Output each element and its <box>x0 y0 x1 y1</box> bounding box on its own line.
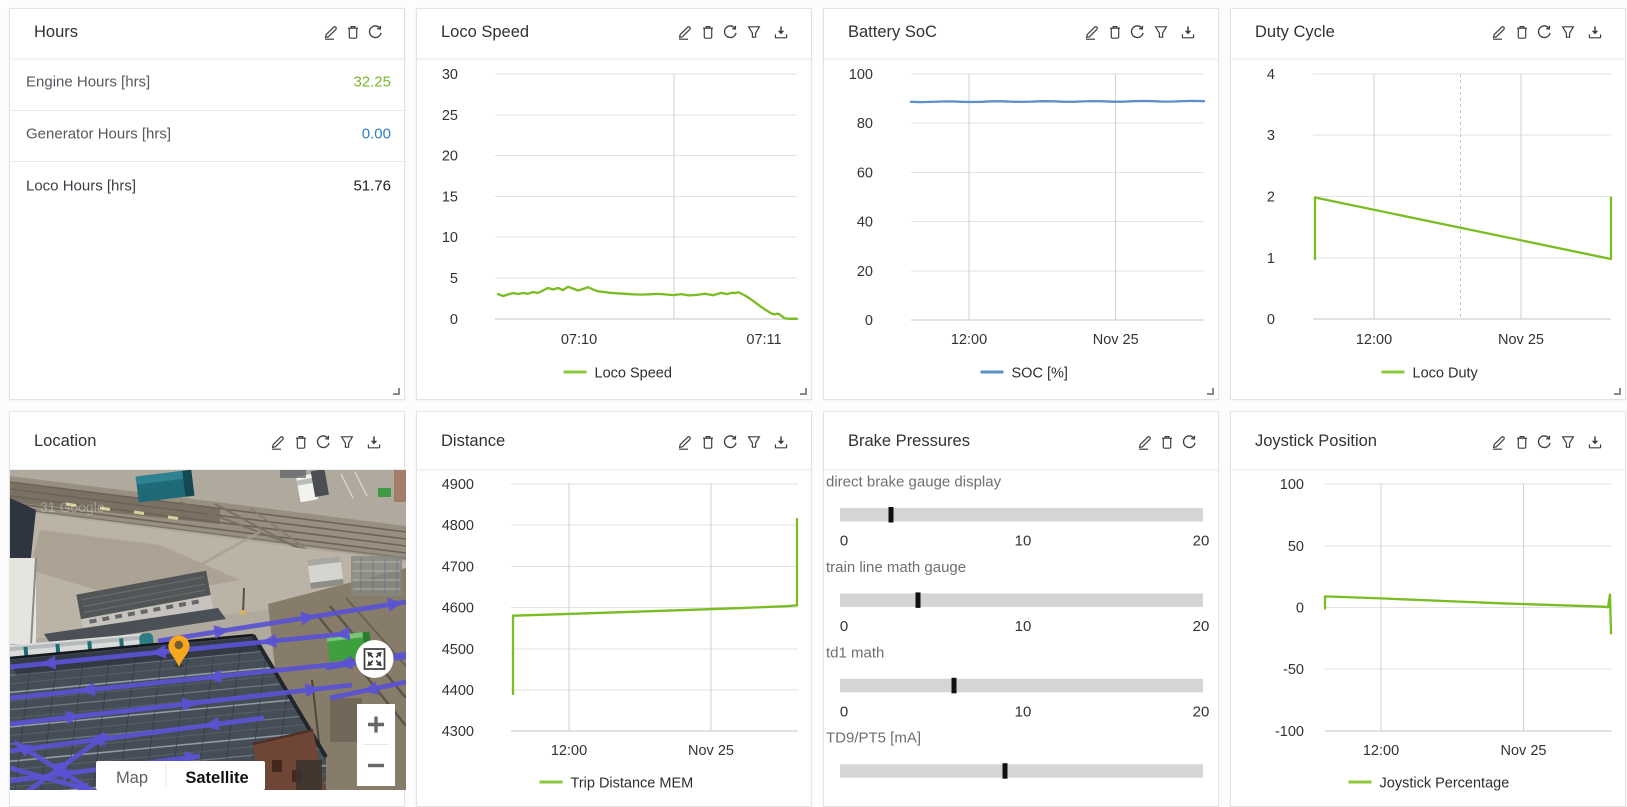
svg-text:TD9/PT5 [mA]: TD9/PT5 [mA] <box>826 730 921 747</box>
svg-text:td1 math: td1 math <box>826 644 884 661</box>
svg-text:5: 5 <box>450 271 458 287</box>
svg-text:50: 50 <box>1288 539 1304 555</box>
svg-text:4800: 4800 <box>442 518 474 534</box>
svg-text:100: 100 <box>849 67 873 83</box>
svg-text:3: 3 <box>1267 128 1275 144</box>
svg-text:0: 0 <box>840 533 848 550</box>
svg-text:4300: 4300 <box>442 724 474 740</box>
svg-text:-50: -50 <box>1283 662 1304 678</box>
svg-text:12:00: 12:00 <box>1356 332 1392 348</box>
svg-text:0: 0 <box>450 312 458 328</box>
svg-text:10: 10 <box>1015 533 1032 550</box>
svg-text:2: 2 <box>1267 190 1275 206</box>
svg-text:25: 25 <box>442 108 458 124</box>
svg-text:Nov 25: Nov 25 <box>1501 743 1547 759</box>
svg-text:60: 60 <box>857 165 873 181</box>
svg-text:Nov 25: Nov 25 <box>688 743 734 759</box>
svg-text:12:00: 12:00 <box>951 332 987 348</box>
svg-text:12:00: 12:00 <box>551 743 587 759</box>
svg-text:train line math gauge: train line math gauge <box>826 559 966 576</box>
svg-text:0: 0 <box>865 313 873 329</box>
svg-text:100: 100 <box>1280 477 1304 493</box>
svg-text:0: 0 <box>840 703 848 720</box>
svg-text:07:11: 07:11 <box>746 332 781 348</box>
svg-text:10: 10 <box>1015 618 1032 635</box>
svg-text:SOC [%]: SOC [%] <box>1012 366 1068 382</box>
svg-text:4700: 4700 <box>442 559 474 575</box>
svg-text:Nov 25: Nov 25 <box>1498 332 1544 348</box>
svg-text:20: 20 <box>1193 618 1210 635</box>
svg-text:40: 40 <box>857 215 873 231</box>
svg-text:Nov 25: Nov 25 <box>1093 332 1139 348</box>
svg-text:Satellite: Satellite <box>185 769 248 787</box>
svg-text:direct brake gauge display: direct brake gauge display <box>826 474 1002 491</box>
svg-text:80: 80 <box>857 116 873 132</box>
svg-text:31 Google: 31 Google <box>40 499 105 515</box>
svg-text:20: 20 <box>1193 703 1210 720</box>
svg-text:15: 15 <box>442 189 458 205</box>
svg-text:Map: Map <box>116 769 148 787</box>
svg-text:07:10: 07:10 <box>561 332 597 348</box>
svg-text:-100: -100 <box>1275 724 1304 740</box>
svg-text:4600: 4600 <box>442 601 474 617</box>
svg-text:Trip Distance MEM: Trip Distance MEM <box>571 776 694 792</box>
svg-text:Loco Duty: Loco Duty <box>1413 366 1479 382</box>
svg-text:20: 20 <box>857 264 873 280</box>
svg-text:Joystick Percentage: Joystick Percentage <box>1380 776 1510 792</box>
svg-text:4500: 4500 <box>442 642 474 658</box>
svg-text:0: 0 <box>1296 601 1304 617</box>
svg-text:4900: 4900 <box>442 477 474 493</box>
svg-text:4400: 4400 <box>442 683 474 699</box>
svg-text:10: 10 <box>442 230 458 246</box>
svg-text:10: 10 <box>1015 703 1032 720</box>
svg-text:0: 0 <box>1267 312 1275 328</box>
svg-text:0: 0 <box>840 618 848 635</box>
svg-text:Loco Speed: Loco Speed <box>595 366 672 382</box>
svg-text:20: 20 <box>442 149 458 165</box>
svg-text:30: 30 <box>442 67 458 83</box>
svg-text:1: 1 <box>1267 251 1275 267</box>
svg-text:4: 4 <box>1267 67 1275 83</box>
svg-text:20: 20 <box>1193 533 1210 550</box>
svg-text:12:00: 12:00 <box>1363 743 1399 759</box>
